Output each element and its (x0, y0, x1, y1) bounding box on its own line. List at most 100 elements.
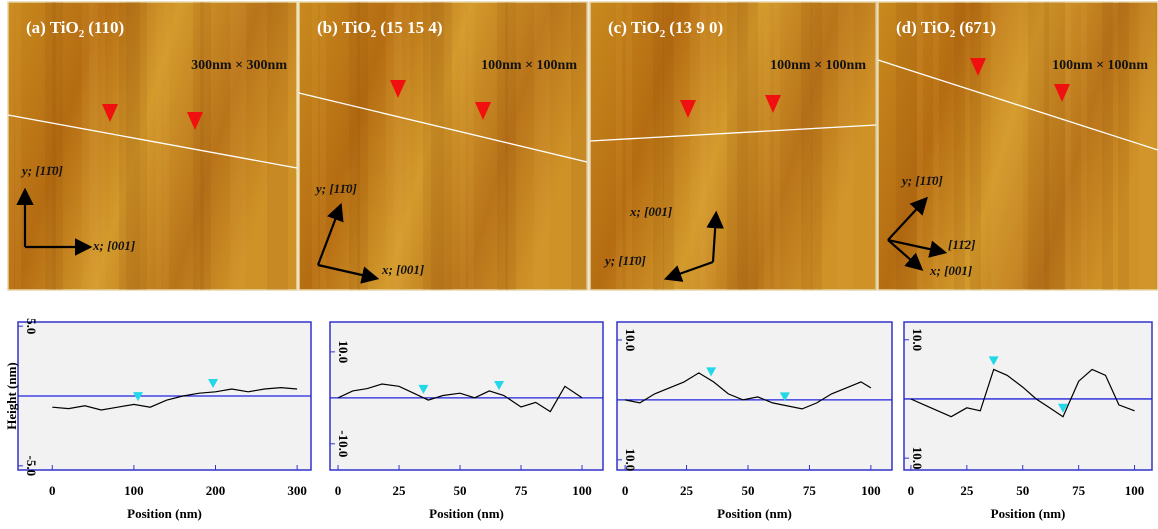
streak (838, 2, 854, 290)
x-axis-label: Position (nm) (991, 506, 1066, 521)
x-tick-label: 100 (124, 483, 144, 498)
streak (991, 2, 1007, 290)
axis-arrow (663, 260, 714, 282)
x-tick-label: 100 (1125, 483, 1145, 498)
plot-frame (329, 321, 604, 471)
y-tick-label: 5.0 (24, 318, 39, 334)
streak (200, 2, 211, 290)
streak (1102, 2, 1113, 290)
streak (163, 2, 169, 290)
streak (626, 2, 632, 290)
x-tick-label: 25 (393, 483, 407, 498)
x-tick-label: 300 (287, 483, 307, 498)
streak (505, 2, 516, 290)
axis-arrow (887, 238, 948, 258)
cursor (988, 356, 999, 366)
scan-size: 100nm × 100nm (481, 58, 577, 73)
panel-title: (b) TiO2 (15 15 4) (317, 18, 443, 40)
streak (1007, 2, 1023, 290)
streak (663, 2, 674, 290)
direction-label: x; [001] (381, 262, 424, 277)
profile-line (589, 124, 877, 142)
plane: (15 15 4) (380, 18, 442, 37)
cursor (706, 367, 717, 377)
direction-label: x; [001] (92, 238, 135, 253)
streak (82, 2, 98, 290)
y-axis-label: Height (nm) (4, 362, 19, 430)
streak (1044, 2, 1065, 290)
x-tick-label: 75 (1072, 483, 1086, 498)
x-tick-label: 75 (803, 483, 817, 498)
subscript: 2 (950, 28, 956, 40)
streak (230, 2, 246, 290)
profile (624, 372, 872, 410)
panel-title: (d) TiO2 (671) (896, 18, 996, 40)
afm-image (877, 1, 1158, 291)
x-tick-label: 50 (1016, 483, 1029, 498)
plane: (110) (88, 18, 124, 37)
marker (102, 104, 118, 122)
x-tick-label: 25 (680, 483, 694, 498)
subscript: 2 (660, 28, 666, 40)
y-tick-label: 10.0 (910, 328, 925, 351)
streak (394, 2, 410, 290)
marker (1054, 84, 1070, 102)
plot-frame (616, 321, 893, 471)
streak (431, 2, 452, 290)
x-tick-label: 25 (960, 483, 974, 498)
title-text: (d) TiO (896, 18, 950, 37)
scan-size: 300nm × 300nm (191, 58, 287, 73)
streak (497, 2, 508, 290)
profile-line (7, 114, 298, 169)
direction-label: x; [001] (629, 204, 672, 219)
streak (933, 2, 939, 290)
direction-label: y; [11̄0] (20, 163, 63, 178)
marker (390, 80, 406, 98)
profile (337, 383, 583, 413)
x-tick-label: 100 (572, 483, 592, 498)
subscript: 2 (371, 28, 377, 40)
streak (727, 2, 748, 290)
streak (52, 2, 63, 290)
streak (1081, 2, 1087, 290)
y-tick-label: 10.0 (910, 447, 925, 470)
streak (156, 2, 162, 290)
x-tick-label: 100 (861, 483, 881, 498)
marker (970, 58, 986, 76)
streak (15, 2, 21, 290)
axis-arrow (887, 239, 924, 271)
direction-label: [11̄2] (948, 237, 975, 252)
title-text: (b) TiO (317, 18, 371, 37)
cursor (494, 381, 505, 391)
marker (187, 112, 203, 130)
axis-arrow (887, 196, 928, 241)
streak (571, 2, 592, 290)
title-text: (c) TiO (608, 18, 660, 37)
direction-label: y; [11̄0] (900, 173, 943, 188)
y-tick-label: -10.0 (336, 430, 351, 457)
streak (89, 2, 105, 290)
streak (737, 2, 758, 290)
direction-label: x; [001] (929, 263, 972, 278)
axis-arrow (316, 202, 344, 266)
subscript: 2 (79, 28, 85, 40)
x-axis-label: Position (nm) (127, 506, 202, 521)
x-tick-label: 0 (908, 483, 915, 498)
streak (193, 2, 204, 290)
profile-line (877, 59, 1158, 151)
marker (475, 102, 491, 120)
x-tick-label: 0 (622, 483, 629, 498)
y-tick-label: 10.0 (623, 329, 638, 352)
cursor (779, 392, 790, 402)
streak (970, 2, 981, 290)
streak (8, 2, 14, 290)
y-tick-label: -5.0 (24, 456, 39, 477)
y-tick-label: 10.0 (336, 341, 351, 364)
streak (119, 2, 140, 290)
streak (616, 2, 622, 290)
streak (1028, 2, 1049, 290)
x-tick-label: 50 (454, 483, 467, 498)
profile-line (298, 92, 588, 163)
direction-label: y; [11̄0] (603, 253, 646, 268)
